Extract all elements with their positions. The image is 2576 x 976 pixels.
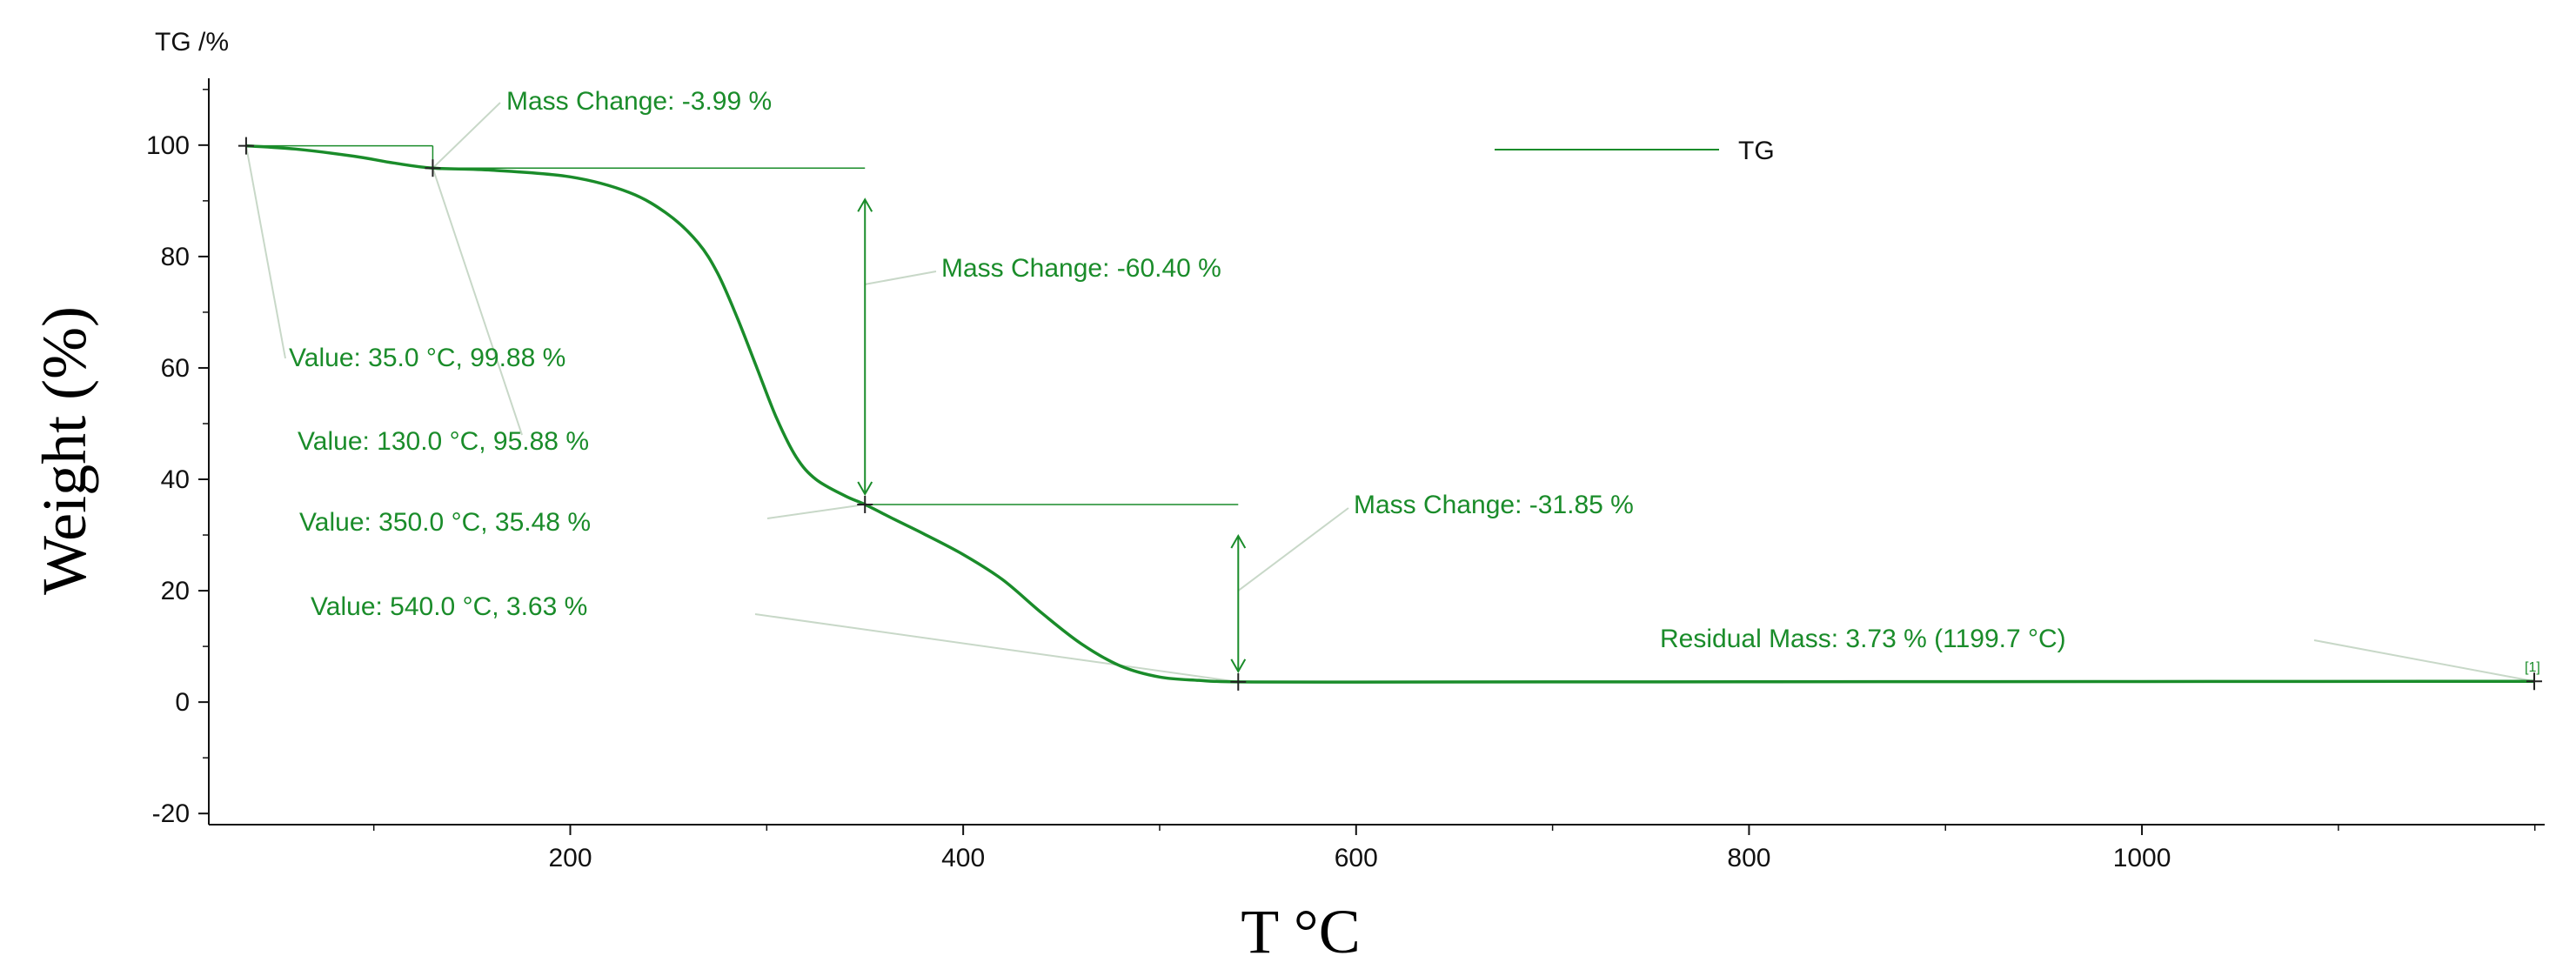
annotation-leader-line <box>432 102 501 169</box>
annotation-leaders <box>244 102 2535 683</box>
point-label-2: Value: 130.0 °C, 95.88 % <box>298 427 589 456</box>
x-tick-label: 600 <box>1335 844 1378 872</box>
point-label-3: Value: 350.0 °C, 35.48 % <box>299 508 591 537</box>
y-tick-label: 40 <box>161 465 190 494</box>
x-tick-label: 400 <box>941 844 985 872</box>
x-axis-title: T °C <box>1241 897 1361 966</box>
series-tg-line <box>245 144 2535 684</box>
y-tick-label: 80 <box>161 243 190 271</box>
annotation-leader-line <box>2313 639 2535 683</box>
axis-ticks: -20 0 20 40 60 80 100 200 400 600 800 1000 <box>146 89 2536 872</box>
annotation-leader-line <box>1237 507 1349 592</box>
legend-label: TG <box>1738 137 1775 165</box>
mass-change-3-arrowhead-up <box>1230 533 1247 549</box>
mass-change-markers <box>245 144 1247 673</box>
x-tick-label: 200 <box>548 844 592 872</box>
mass-change-label-3: Mass Change: -31.85 % <box>1354 491 1634 519</box>
annotation-leader-line <box>754 613 1239 683</box>
y-axis-title: Weight (%) <box>30 306 99 595</box>
y-tick-label: 0 <box>175 688 190 717</box>
annotation-leader-line <box>865 271 937 285</box>
mass-change-label-2: Mass Change: -60.40 % <box>941 254 1221 283</box>
mass-change-3-arrowhead-down <box>1230 658 1247 673</box>
y-tick-label: 20 <box>161 577 190 605</box>
data-point-markers <box>238 137 2543 691</box>
y-tick-label: -20 <box>152 799 190 828</box>
end-marker-label: [1] <box>2525 660 2540 675</box>
unit-label: TG /% <box>155 28 229 57</box>
annotation-leader-line <box>766 503 866 519</box>
mass-change-2-arrowhead-up <box>857 197 873 212</box>
mass-change-2-arrowhead-down <box>857 481 873 496</box>
x-tick-label: 800 <box>1727 844 1770 872</box>
annotation-leader-line <box>432 167 523 436</box>
residual-mass-label: Residual Mass: 3.73 % (1199.7 °C) <box>1660 625 2066 653</box>
x-tick-label: 1000 <box>2113 844 2171 872</box>
y-tick-label: 60 <box>161 354 190 383</box>
annotation-leader-line <box>244 145 286 359</box>
point-label-4: Value: 540.0 °C, 3.63 % <box>311 592 587 621</box>
mass-change-label-1: Mass Change: -3.99 % <box>506 87 772 116</box>
y-tick-label: 100 <box>146 131 190 160</box>
point-label-1: Value: 35.0 °C, 99.88 % <box>289 344 565 372</box>
